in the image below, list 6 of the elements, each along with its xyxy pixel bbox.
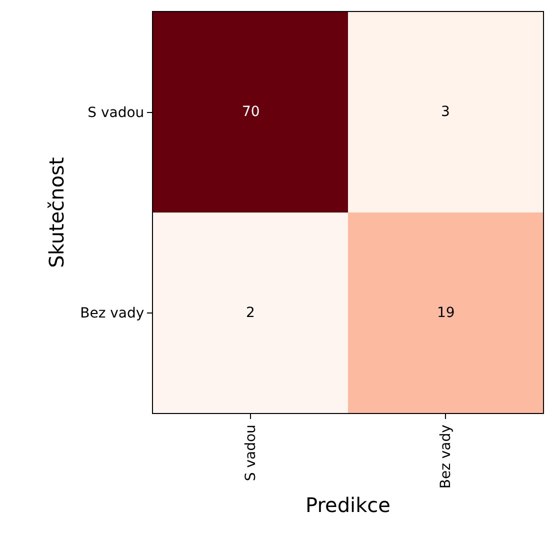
data-label: 19 (437, 305, 455, 321)
y-axis-title: Skutečnost (44, 157, 69, 268)
data-label: 3 (441, 104, 450, 120)
x-axis-title: Predikce (306, 493, 390, 518)
data-label: 2 (246, 305, 255, 321)
data-label: 70 (242, 104, 260, 120)
